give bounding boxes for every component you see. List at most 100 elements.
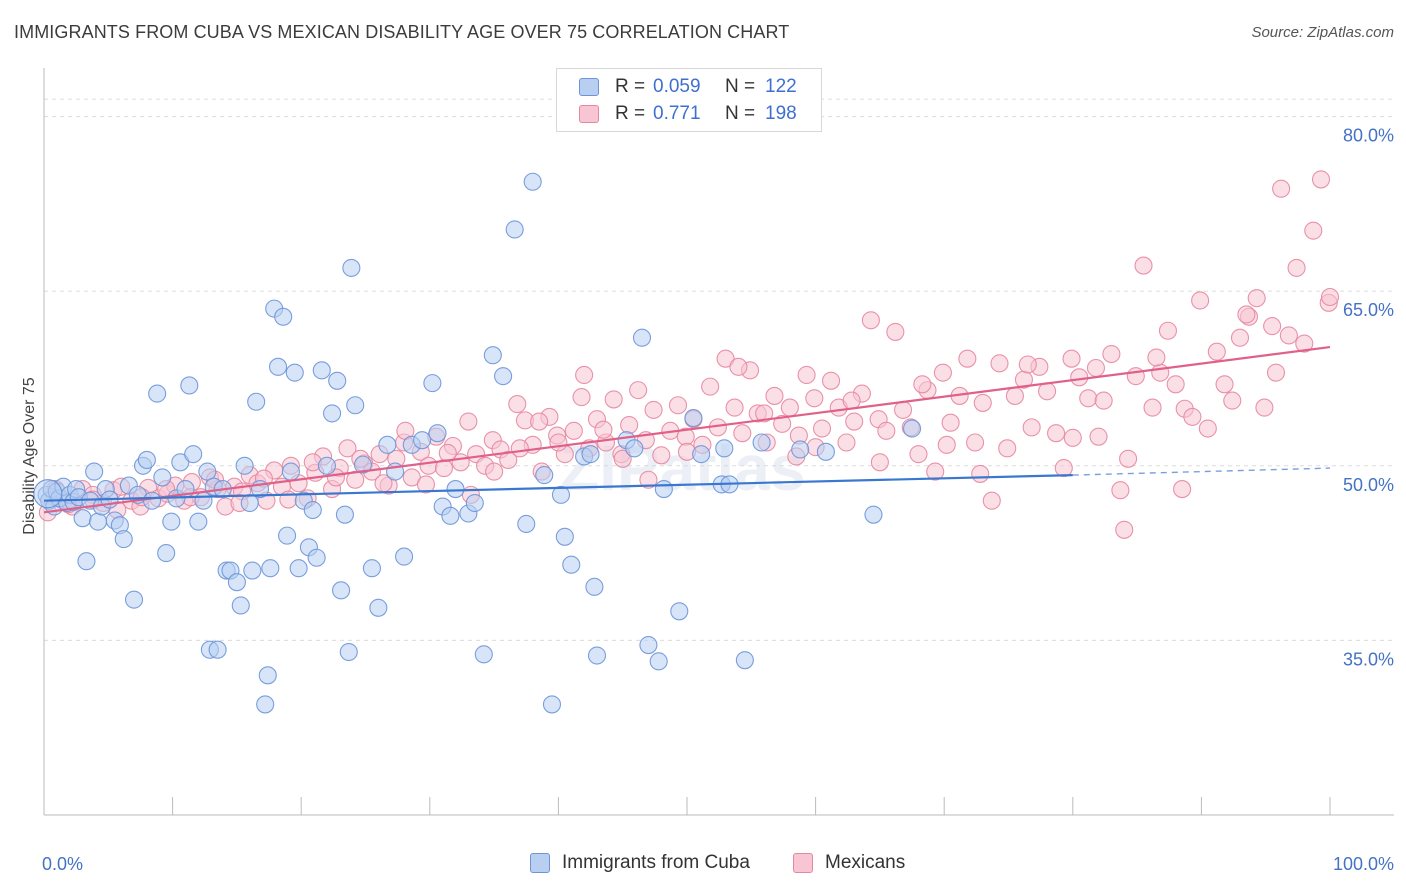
- mexican-point: [1311, 170, 1331, 189]
- cuba-point: [303, 500, 322, 520]
- mexican-point: [805, 389, 824, 408]
- mexican-point: [416, 475, 435, 494]
- cuba-point: [369, 598, 388, 617]
- mexican-point: [1102, 344, 1121, 364]
- mexican-point: [725, 398, 744, 417]
- mexican-point: [909, 445, 928, 464]
- cuba-point: [189, 512, 208, 531]
- source-note: Source: ZipAtlas.com: [1251, 24, 1394, 41]
- cuba-point: [114, 530, 133, 549]
- chart-title: IMMIGRANTS FROM CUBA VS MEXICAN DISABILI…: [14, 22, 790, 42]
- cuba-point: [285, 363, 304, 382]
- trend-lines: [43, 345, 1331, 514]
- mexican-point: [1166, 375, 1185, 394]
- mexican-point: [870, 453, 889, 472]
- series-legend: Immigrants from Cuba Mexicans: [0, 852, 1406, 878]
- mexican-point: [861, 311, 880, 330]
- cuba-point: [77, 552, 96, 571]
- cuba-point: [902, 419, 922, 438]
- cuba-point: [585, 577, 604, 596]
- mexican-point: [1054, 459, 1073, 478]
- cuba-point: [684, 409, 703, 428]
- mexican-point: [594, 420, 613, 439]
- mexican-point: [564, 421, 583, 440]
- cuba-point: [474, 645, 493, 664]
- legend-r-value: 0.771: [653, 103, 701, 124]
- cuba-point: [88, 512, 108, 531]
- cuba-point: [791, 440, 810, 459]
- cuba-point: [332, 581, 351, 600]
- mexican-point: [1134, 256, 1153, 275]
- mexican-point: [797, 365, 816, 385]
- mexican-point: [620, 415, 639, 435]
- mexican-point: [780, 398, 799, 417]
- legend-swatch-mexicans: [579, 105, 599, 123]
- mexican-point: [549, 433, 568, 452]
- x-tick-label: 0.0%: [42, 854, 83, 874]
- mexican-trend-line: [43, 345, 1331, 514]
- mexican-point: [1115, 520, 1134, 539]
- cuba-point: [535, 466, 554, 485]
- mexican-point: [1320, 287, 1340, 307]
- cuba-point: [240, 493, 259, 513]
- cuba-point: [274, 307, 293, 326]
- mexican-point: [499, 450, 518, 470]
- mexican-point: [1272, 179, 1291, 198]
- mexican-point: [765, 386, 784, 405]
- mexican-point: [877, 421, 896, 440]
- cuba-point: [162, 512, 181, 531]
- mexican-point: [733, 424, 752, 443]
- cuba-point: [542, 695, 562, 714]
- legend-item-mexicans: Mexicans: [793, 852, 905, 874]
- cuba-point: [555, 527, 574, 546]
- mexican-point: [1173, 480, 1192, 499]
- cuba-point: [323, 404, 342, 423]
- cuba-point: [269, 357, 288, 376]
- legend-label-cuba: Immigrants from Cuba: [562, 852, 750, 873]
- cuba-point: [184, 445, 203, 464]
- cuba-point: [353, 455, 372, 474]
- data-points: [33, 170, 1340, 714]
- mexican-point: [530, 412, 549, 431]
- cuba-point: [517, 514, 536, 534]
- mexican-point: [1022, 418, 1041, 437]
- mexican-point: [629, 381, 648, 400]
- legend-swatch-cuba: [579, 78, 599, 96]
- legend-row-cuba: R = 0.059 N = 122: [579, 75, 797, 99]
- mexican-point: [1063, 428, 1082, 447]
- cuba-point: [312, 361, 331, 380]
- y-tick-label: 65.0%: [1343, 300, 1394, 320]
- x-tick-label: 100.0%: [1333, 854, 1394, 874]
- cuba-point: [148, 384, 167, 403]
- legend-r-value: 0.059: [653, 76, 701, 97]
- mexican-point: [1119, 449, 1138, 468]
- mexican-point: [1230, 328, 1250, 347]
- cuba-point: [715, 439, 734, 458]
- cuba-trend-extension: [1072, 467, 1331, 476]
- mexican-point: [1295, 334, 1314, 353]
- mexican-point: [652, 446, 671, 465]
- stats-legend: R = 0.059 N = 122 R = 0.771 N = 198: [556, 68, 822, 132]
- cuba-point: [483, 346, 502, 365]
- mexican-point: [1304, 221, 1323, 240]
- cuba-point: [625, 439, 644, 458]
- cuba-point: [137, 450, 156, 470]
- mexican-point: [1094, 391, 1113, 410]
- mexican-point: [604, 390, 623, 409]
- mexican-point: [1255, 398, 1274, 417]
- cuba-point: [505, 220, 524, 239]
- mexican-point: [893, 400, 913, 419]
- cuba-point: [362, 559, 381, 578]
- mexican-point: [572, 388, 591, 407]
- legend-swatch-mexicans: [793, 853, 813, 873]
- legend-item-cuba: Immigrants from Cuba: [530, 852, 750, 874]
- mexican-point: [419, 456, 438, 475]
- mexican-point: [1266, 363, 1286, 382]
- mexican-point: [485, 462, 504, 481]
- cuba-point: [632, 328, 652, 347]
- tick-labels: 35.0% 50.0% 65.0% 80.0% 0.0% 100.0%: [42, 126, 1394, 874]
- legend-row-mexicans: R = 0.771 N = 198: [579, 102, 797, 126]
- mexican-point: [644, 400, 663, 419]
- mexican-point: [1089, 427, 1108, 446]
- cuba-point: [523, 172, 542, 191]
